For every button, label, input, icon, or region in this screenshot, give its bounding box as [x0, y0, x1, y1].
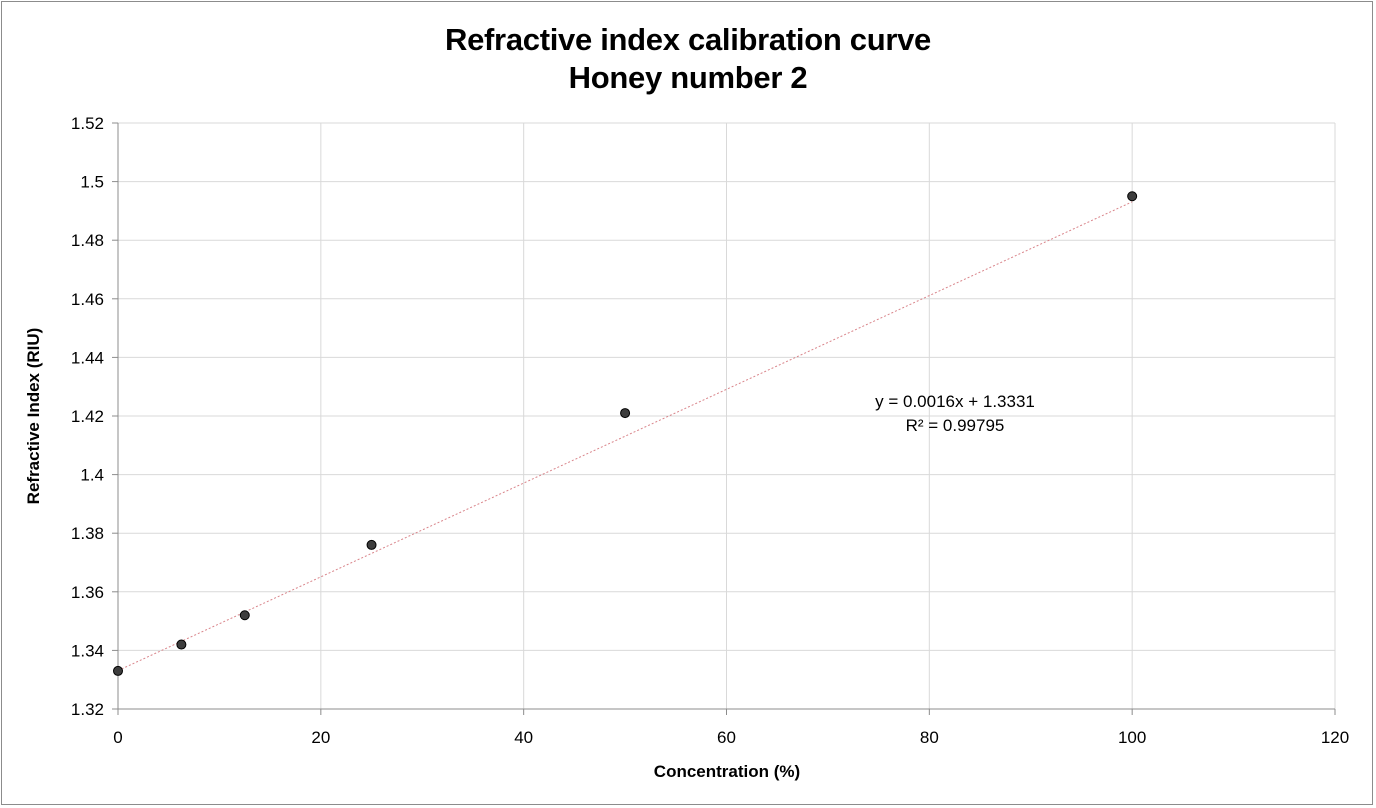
trendline-group: [117, 201, 1133, 672]
data-point: [366, 539, 377, 550]
y-tick-label: 1.46: [71, 290, 104, 309]
data-point: [113, 665, 123, 676]
y-tick-label: 1.48: [71, 231, 104, 250]
gridlines: [118, 122, 1336, 709]
y-tick-label: 1.52: [71, 114, 104, 133]
x-tick-label: 80: [920, 728, 939, 747]
y-axis-title: Refractive Index (RIU): [24, 328, 43, 505]
y-tick-label: 1.34: [71, 641, 104, 660]
y-tick-label: 1.44: [71, 348, 104, 367]
data-points: [113, 191, 1138, 676]
data-point: [1127, 191, 1138, 202]
x-tick-label: 120: [1321, 728, 1349, 747]
x-axis-title: Concentration (%): [654, 762, 800, 781]
y-tick-label: 1.4: [80, 466, 104, 485]
data-point: [176, 639, 187, 650]
y-tick-label: 1.5: [80, 173, 104, 192]
y-tick-label: 1.42: [71, 407, 104, 426]
y-tick-label: 1.32: [71, 700, 104, 719]
trendline-r-squared: R² = 0.99795: [906, 416, 1005, 435]
y-tick-label: 1.38: [71, 524, 104, 543]
x-tick-label: 40: [514, 728, 533, 747]
data-point: [239, 610, 250, 621]
x-tick-label: 60: [717, 728, 736, 747]
x-tick-label: 0: [113, 728, 122, 747]
chart-subtitle: Honey number 2: [568, 60, 808, 95]
data-point: [620, 408, 631, 419]
chart-title: Refractive index calibration curve: [445, 22, 931, 57]
x-tick-label: 100: [1118, 728, 1146, 747]
x-tick-label: 20: [311, 728, 330, 747]
tick-labels: 1.32 1.34 1.36 1.38 1.4 1.42 1.44 1.46 1.48 1.5 1.…: [71, 114, 1349, 747]
trendline-equation: y = 0.0016x + 1.3331: [875, 392, 1035, 411]
axes: [112, 122, 1336, 715]
y-tick-label: 1.36: [71, 583, 104, 602]
trendline: [117, 201, 1133, 672]
